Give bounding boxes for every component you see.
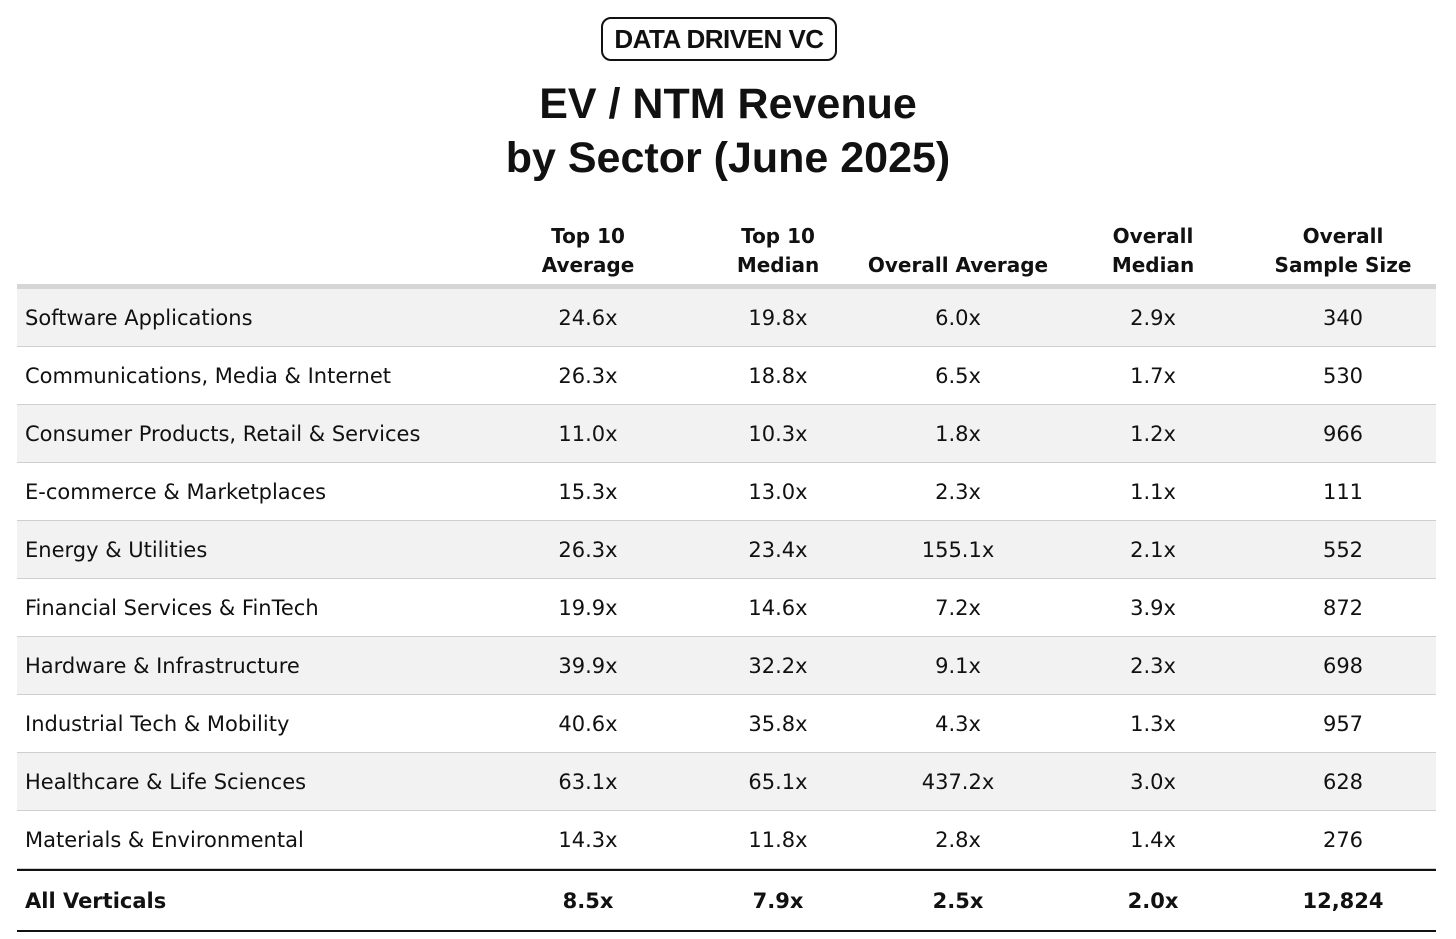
sector-label: Materials & Environmental (25, 827, 304, 852)
cell-sample-size: 966 (1322, 421, 1364, 446)
cell-top10-average: 15.3x (558, 479, 618, 504)
chart-subtitle: by Sector (June 2025) (505, 134, 951, 182)
cell-overall-median: 1.7x (1130, 363, 1176, 388)
cell-sample-size: 340 (1322, 305, 1364, 330)
cell-overall-median: 2.9x (1130, 305, 1176, 330)
cell-top10-average: 26.3x (558, 537, 618, 562)
cell-top10-median: 23.4x (748, 537, 808, 562)
column-header-overall-median: Overall Median (1111, 224, 1195, 277)
sector-label: Software Applications (25, 305, 253, 330)
sector-label: Consumer Products, Retail & Services (25, 421, 421, 446)
sector-label: Hardware & Infrastructure (25, 653, 300, 678)
total-label: All Verticals (25, 888, 167, 913)
cell-top10-median: 18.8x (748, 363, 808, 388)
table-row: Software Applications 24.6x 19.8x 6.0x 2.9x 3… (17, 289, 1436, 347)
total-top10-median: 7.9x (752, 888, 804, 913)
brand-logo: DATA DRIVEN VC (601, 17, 837, 61)
cell-top10-median: 11.8x (748, 827, 808, 852)
column-header-sample-size: Overall Sample Size (1274, 224, 1412, 277)
column-header-top10-median: Top 10 Median (736, 224, 820, 277)
cell-overall-average: 6.0x (935, 305, 981, 330)
cell-sample-size: 111 (1322, 479, 1364, 504)
table-row: E-commerce & Marketplaces 15.3x 13.0x 2.3x 1… (17, 463, 1436, 521)
cell-top10-median: 35.8x (748, 711, 808, 736)
cell-top10-median: 13.0x (748, 479, 808, 504)
sector-label: Communications, Media & Internet (25, 363, 391, 388)
cell-overall-median: 1.3x (1130, 711, 1176, 736)
cell-overall-median: 3.9x (1130, 595, 1176, 620)
total-sample-size: 12,824 (1302, 888, 1384, 913)
cell-top10-average: 26.3x (558, 363, 618, 388)
cell-top10-average: 11.0x (558, 421, 618, 446)
cell-overall-average: 155.1x (921, 537, 995, 562)
cell-overall-average: 437.2x (921, 769, 995, 794)
table-row: Consumer Products, Retail & Services 11.0… (17, 405, 1436, 463)
sector-label: Industrial Tech & Mobility (25, 711, 290, 736)
cell-top10-median: 14.6x (748, 595, 808, 620)
cell-sample-size: 552 (1322, 537, 1364, 562)
cell-overall-median: 1.1x (1130, 479, 1176, 504)
table-row: Energy & Utilities 26.3x 23.4x 155.1x 2.1x 55… (17, 521, 1436, 579)
cell-overall-median: 1.2x (1130, 421, 1176, 446)
cell-overall-average: 2.8x (935, 827, 981, 852)
cell-top10-average: 63.1x (558, 769, 618, 794)
cell-sample-size: 628 (1322, 769, 1364, 794)
table-row: Financial Services & FinTech 19.9x 14.6x 7.… (17, 579, 1436, 637)
total-overall-median: 2.0x (1127, 888, 1179, 913)
cell-overall-median: 2.3x (1130, 653, 1176, 678)
cell-overall-median: 1.4x (1130, 827, 1176, 852)
cell-overall-average: 4.3x (935, 711, 981, 736)
cell-overall-average: 9.1x (935, 653, 981, 678)
sector-label: Financial Services & FinTech (25, 595, 319, 620)
cell-overall-average: 6.5x (935, 363, 981, 388)
total-overall-average: 2.5x (932, 888, 984, 913)
cell-overall-average: 2.3x (935, 479, 981, 504)
sector-label: Energy & Utilities (25, 537, 208, 562)
column-header-top10-average: Top 10 Average (541, 224, 635, 277)
table-row: Materials & Environmental 14.3x 11.8x 2.8x 1… (17, 811, 1436, 869)
cell-overall-median: 2.1x (1130, 537, 1176, 562)
table-row: Industrial Tech & Mobility 40.6x 35.8x 4.3x… (17, 695, 1436, 753)
cell-top10-average: 19.9x (558, 595, 618, 620)
column-header-overall-average: Overall Average (867, 253, 1049, 277)
cell-top10-median: 65.1x (748, 769, 808, 794)
sector-label: Healthcare & Life Sciences (25, 769, 307, 794)
cell-overall-average: 1.8x (935, 421, 981, 446)
cell-top10-average: 39.9x (558, 653, 618, 678)
chart-title: EV / NTM Revenue (539, 80, 917, 128)
valuation-table: Top 10 Average Top 10 Median Overall Ave… (17, 222, 1436, 932)
cell-top10-median: 32.2x (748, 653, 808, 678)
cell-sample-size: 276 (1322, 827, 1364, 852)
cell-top10-average: 24.6x (558, 305, 618, 330)
cell-sample-size: 957 (1322, 711, 1364, 736)
cell-top10-average: 14.3x (558, 827, 618, 852)
cell-overall-average: 7.2x (935, 595, 981, 620)
table-body: Software Applications 24.6x 19.8x 6.0x 2.9x 3… (17, 289, 1436, 932)
cell-sample-size: 872 (1322, 595, 1364, 620)
table-row: Communications, Media & Internet 26.3x 18.… (17, 347, 1436, 405)
total-row: All Verticals 8.5x 7.9x 2.5x 2.0x 12,824 (17, 869, 1436, 932)
table-row: Hardware & Infrastructure 39.9x 32.2x 9.1x 2… (17, 637, 1436, 695)
sector-label: E-commerce & Marketplaces (25, 479, 327, 504)
cell-top10-median: 19.8x (748, 305, 808, 330)
cell-overall-median: 3.0x (1130, 769, 1176, 794)
table-header: Top 10 Average Top 10 Median Overall Ave… (17, 222, 1436, 289)
cell-sample-size: 698 (1322, 653, 1364, 678)
total-top10-average: 8.5x (562, 888, 614, 913)
table-row: Healthcare & Life Sciences 63.1x 65.1x 437.… (17, 753, 1436, 811)
cell-top10-median: 10.3x (748, 421, 808, 446)
cell-top10-average: 40.6x (558, 711, 618, 736)
cell-sample-size: 530 (1322, 363, 1364, 388)
